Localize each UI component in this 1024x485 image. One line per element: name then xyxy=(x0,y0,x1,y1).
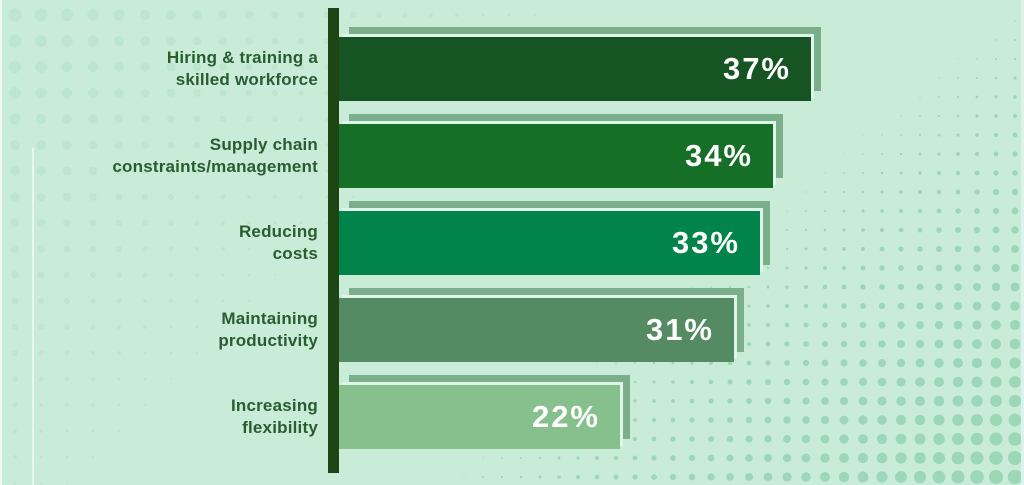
right-edge-highlight xyxy=(1021,0,1024,485)
bar-row: Supply chain constraints/management 34% xyxy=(0,124,1024,188)
bar-value-label: 33% xyxy=(671,225,740,260)
bar-row: Reducing costs 33% xyxy=(0,211,1024,275)
bar-value-label: 31% xyxy=(645,312,714,347)
bar: 37% xyxy=(339,37,811,101)
bar: 34% xyxy=(339,124,773,188)
category-label: Increasing flexibility xyxy=(230,395,318,437)
bar-value-label: 22% xyxy=(531,399,600,434)
category-label: Reducing costs xyxy=(238,221,318,263)
bar-value-label: 34% xyxy=(684,138,753,173)
bar-chart: Hiring & training a skilled workforce 37… xyxy=(0,37,1024,449)
bar: 31% xyxy=(339,298,734,362)
bar-value-label: 37% xyxy=(722,51,791,86)
bar: 33% xyxy=(339,211,760,275)
chart-baseline-axis xyxy=(328,8,339,473)
category-label: Maintaining productivity xyxy=(218,308,318,350)
bar-row: Maintaining productivity 31% xyxy=(0,298,1024,362)
background-fold-line xyxy=(32,148,34,485)
bar-row: Hiring & training a skilled workforce 37… xyxy=(0,37,1024,101)
category-label: Hiring & training a skilled workforce xyxy=(166,47,318,89)
left-edge-highlight xyxy=(0,0,2,485)
bar-row: Increasing flexibility 22% xyxy=(0,385,1024,449)
bar: 22% xyxy=(339,385,620,449)
category-label: Supply chain constraints/management xyxy=(112,134,318,176)
